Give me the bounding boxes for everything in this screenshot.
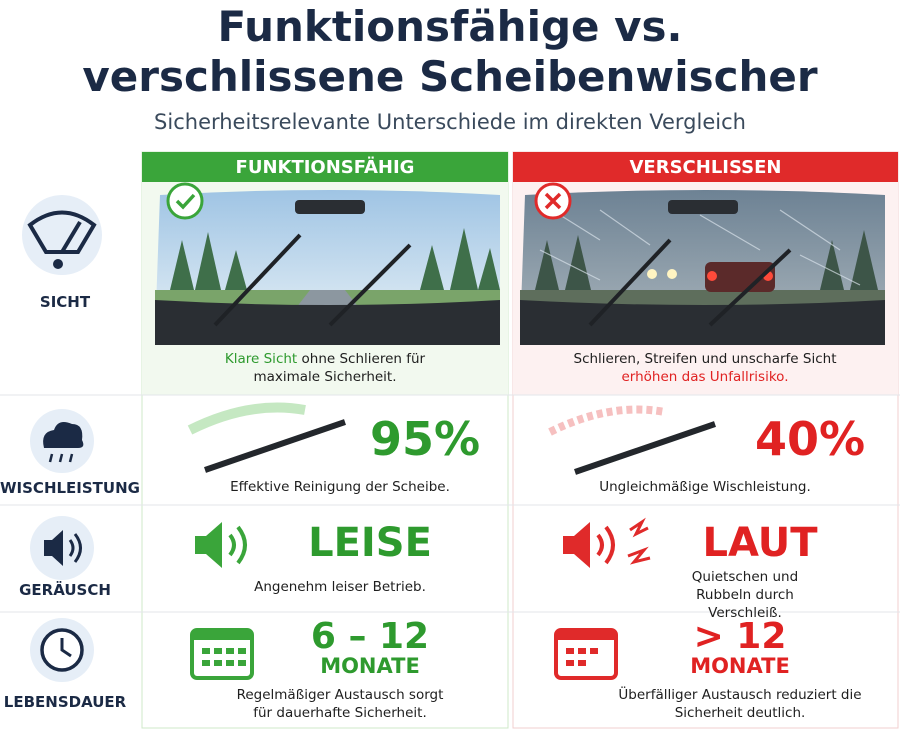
text: ohne Schlieren für maximale Sicherheit. xyxy=(253,351,426,385)
bad-header-bar xyxy=(513,152,898,182)
unit: MONATE xyxy=(320,654,420,678)
row-icons xyxy=(22,195,102,682)
text: Schlieren, Streifen und unscharfe Sicht xyxy=(573,351,837,367)
highlight: Klare Sicht xyxy=(224,351,298,367)
good-header-bar xyxy=(142,152,508,182)
unit: MONATE xyxy=(690,654,790,678)
column-header: VERSCHLISSEN xyxy=(629,157,782,178)
value: LAUT xyxy=(702,520,818,566)
description: Schlieren, Streifen und unscharfe Sicht … xyxy=(555,350,855,386)
description: Regelmäßiger Austausch sorgt für dauerha… xyxy=(236,687,444,721)
title-line: verschlissene Scheibenwischer xyxy=(82,52,818,101)
row-label: GERÄUSCH xyxy=(19,581,111,599)
row-label: LEBENSDAUER xyxy=(3,693,127,711)
value: LEISE xyxy=(308,520,432,566)
value: 40% xyxy=(754,412,866,466)
column-header: FUNKTIONSFÄHIG xyxy=(235,157,415,178)
row-label: WISCHLEISTUNG xyxy=(0,479,140,497)
value: 95% xyxy=(369,412,481,466)
description: Effektive Reinigung der Scheibe. xyxy=(230,479,450,495)
value: > 12 xyxy=(693,616,787,657)
description: Angenehm leiser Betrieb. xyxy=(254,579,426,595)
description: Überfälliger Austausch reduziert die Sic… xyxy=(618,687,862,721)
description: Klare Sicht ohne Schlieren für maximale … xyxy=(190,350,460,386)
description: Ungleichmäßige Wischleistung. xyxy=(599,479,811,495)
title-line: Funktionsfähige vs. xyxy=(217,2,683,51)
speaker-icons xyxy=(195,517,651,568)
bad-windshield xyxy=(520,182,885,345)
good-windshield xyxy=(155,182,500,345)
row-dividers xyxy=(0,394,900,613)
value: 6 – 12 xyxy=(310,616,430,657)
highlight: erhöhen das Unfallrisiko. xyxy=(621,369,789,385)
subtitle: Sicherheitsrelevante Unterschiede im dir… xyxy=(154,110,746,134)
description: Quietschen und Rubbeln durch Verschleiß. xyxy=(691,569,799,621)
row-label: SICHT xyxy=(39,293,91,311)
calendar-icons xyxy=(190,628,618,680)
wiper-icons xyxy=(187,402,716,475)
